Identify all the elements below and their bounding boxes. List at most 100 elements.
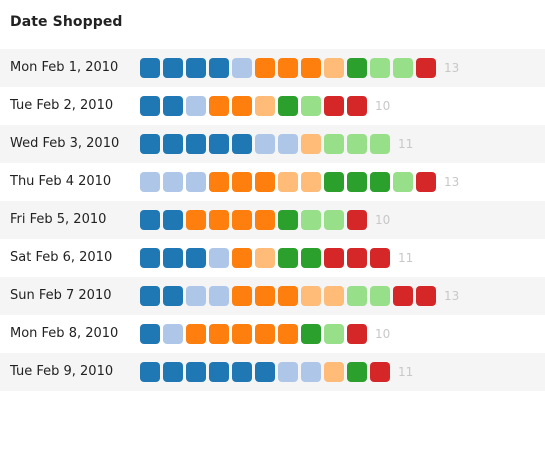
item-square-light-green[interactable] xyxy=(347,285,367,306)
item-square-red[interactable] xyxy=(416,57,436,78)
item-square-dark-blue[interactable] xyxy=(163,361,183,382)
item-square-dark-blue[interactable] xyxy=(186,361,206,382)
item-square-orange[interactable] xyxy=(232,247,252,268)
item-square-dark-blue[interactable] xyxy=(209,133,229,154)
item-square-green[interactable] xyxy=(278,247,298,268)
item-square-light-blue[interactable] xyxy=(186,285,206,306)
item-square-green[interactable] xyxy=(301,247,321,268)
item-square-dark-blue[interactable] xyxy=(186,133,206,154)
item-square-orange[interactable] xyxy=(255,323,275,344)
item-square-orange[interactable] xyxy=(301,57,321,78)
item-square-light-green[interactable] xyxy=(324,133,344,154)
item-square-light-green[interactable] xyxy=(301,95,321,116)
item-square-green[interactable] xyxy=(324,171,344,192)
item-square-orange[interactable] xyxy=(255,171,275,192)
item-square-dark-blue[interactable] xyxy=(209,361,229,382)
item-square-light-orange[interactable] xyxy=(301,171,321,192)
item-square-green[interactable] xyxy=(301,323,321,344)
item-square-orange[interactable] xyxy=(232,285,252,306)
item-square-dark-blue[interactable] xyxy=(209,57,229,78)
item-square-light-orange[interactable] xyxy=(255,95,275,116)
item-square-dark-blue[interactable] xyxy=(163,285,183,306)
item-square-light-green[interactable] xyxy=(370,57,390,78)
item-square-orange[interactable] xyxy=(232,95,252,116)
item-square-light-orange[interactable] xyxy=(278,171,298,192)
item-square-light-blue[interactable] xyxy=(186,95,206,116)
item-square-orange[interactable] xyxy=(232,171,252,192)
item-square-light-blue[interactable] xyxy=(255,133,275,154)
item-square-orange[interactable] xyxy=(209,209,229,230)
item-square-dark-blue[interactable] xyxy=(255,361,275,382)
item-square-light-blue[interactable] xyxy=(186,171,206,192)
item-square-light-green[interactable] xyxy=(393,171,413,192)
date-row[interactable]: Mon Feb 8, 2010 10 xyxy=(0,315,545,353)
item-square-dark-blue[interactable] xyxy=(186,57,206,78)
item-square-red[interactable] xyxy=(347,95,367,116)
item-square-orange[interactable] xyxy=(255,209,275,230)
item-square-dark-blue[interactable] xyxy=(163,57,183,78)
item-square-green[interactable] xyxy=(347,361,367,382)
item-square-orange[interactable] xyxy=(232,209,252,230)
item-square-dark-blue[interactable] xyxy=(163,209,183,230)
item-square-orange[interactable] xyxy=(255,57,275,78)
item-square-red[interactable] xyxy=(416,285,436,306)
item-square-dark-blue[interactable] xyxy=(140,247,160,268)
item-square-dark-blue[interactable] xyxy=(163,247,183,268)
item-square-light-blue[interactable] xyxy=(232,57,252,78)
item-square-dark-blue[interactable] xyxy=(140,95,160,116)
item-square-dark-blue[interactable] xyxy=(163,133,183,154)
item-square-orange[interactable] xyxy=(232,323,252,344)
date-row[interactable]: Wed Feb 3, 2010 11 xyxy=(0,125,545,163)
date-row[interactable]: Tue Feb 2, 2010 10 xyxy=(0,87,545,125)
item-square-orange[interactable] xyxy=(186,323,206,344)
item-square-orange[interactable] xyxy=(255,285,275,306)
item-square-green[interactable] xyxy=(347,57,367,78)
item-square-light-blue[interactable] xyxy=(163,171,183,192)
item-square-red[interactable] xyxy=(347,323,367,344)
item-square-light-orange[interactable] xyxy=(324,361,344,382)
date-row[interactable]: Sat Feb 6, 2010 11 xyxy=(0,239,545,277)
item-square-orange[interactable] xyxy=(186,209,206,230)
item-square-dark-blue[interactable] xyxy=(163,95,183,116)
item-square-light-green[interactable] xyxy=(324,323,344,344)
item-square-light-orange[interactable] xyxy=(324,57,344,78)
item-square-orange[interactable] xyxy=(209,95,229,116)
item-square-light-blue[interactable] xyxy=(301,361,321,382)
item-square-light-green[interactable] xyxy=(347,133,367,154)
item-square-light-blue[interactable] xyxy=(278,133,298,154)
item-square-dark-blue[interactable] xyxy=(186,247,206,268)
item-square-light-green[interactable] xyxy=(301,209,321,230)
item-square-light-blue[interactable] xyxy=(140,171,160,192)
item-square-light-orange[interactable] xyxy=(301,285,321,306)
item-square-light-green[interactable] xyxy=(370,285,390,306)
item-square-orange[interactable] xyxy=(278,323,298,344)
item-square-red[interactable] xyxy=(324,95,344,116)
date-row[interactable]: Mon Feb 1, 2010 13 xyxy=(0,49,545,87)
item-square-dark-blue[interactable] xyxy=(140,361,160,382)
item-square-orange[interactable] xyxy=(209,171,229,192)
item-square-light-blue[interactable] xyxy=(209,247,229,268)
date-row[interactable]: Sun Feb 7 2010 13 xyxy=(0,277,545,315)
item-square-light-blue[interactable] xyxy=(209,285,229,306)
item-square-red[interactable] xyxy=(324,247,344,268)
item-square-dark-blue[interactable] xyxy=(232,133,252,154)
date-row[interactable]: Tue Feb 9, 2010 11 xyxy=(0,353,545,391)
item-square-light-orange[interactable] xyxy=(301,133,321,154)
item-square-green[interactable] xyxy=(278,95,298,116)
item-square-light-blue[interactable] xyxy=(163,323,183,344)
item-square-green[interactable] xyxy=(347,171,367,192)
item-square-dark-blue[interactable] xyxy=(140,209,160,230)
item-square-green[interactable] xyxy=(278,209,298,230)
item-square-dark-blue[interactable] xyxy=(140,57,160,78)
item-square-light-blue[interactable] xyxy=(278,361,298,382)
item-square-orange[interactable] xyxy=(209,323,229,344)
item-square-red[interactable] xyxy=(370,247,390,268)
item-square-red[interactable] xyxy=(347,247,367,268)
item-square-light-green[interactable] xyxy=(393,57,413,78)
item-square-dark-blue[interactable] xyxy=(232,361,252,382)
item-square-red[interactable] xyxy=(416,171,436,192)
item-square-light-green[interactable] xyxy=(370,133,390,154)
item-square-dark-blue[interactable] xyxy=(140,133,160,154)
item-square-dark-blue[interactable] xyxy=(140,285,160,306)
item-square-orange[interactable] xyxy=(278,285,298,306)
